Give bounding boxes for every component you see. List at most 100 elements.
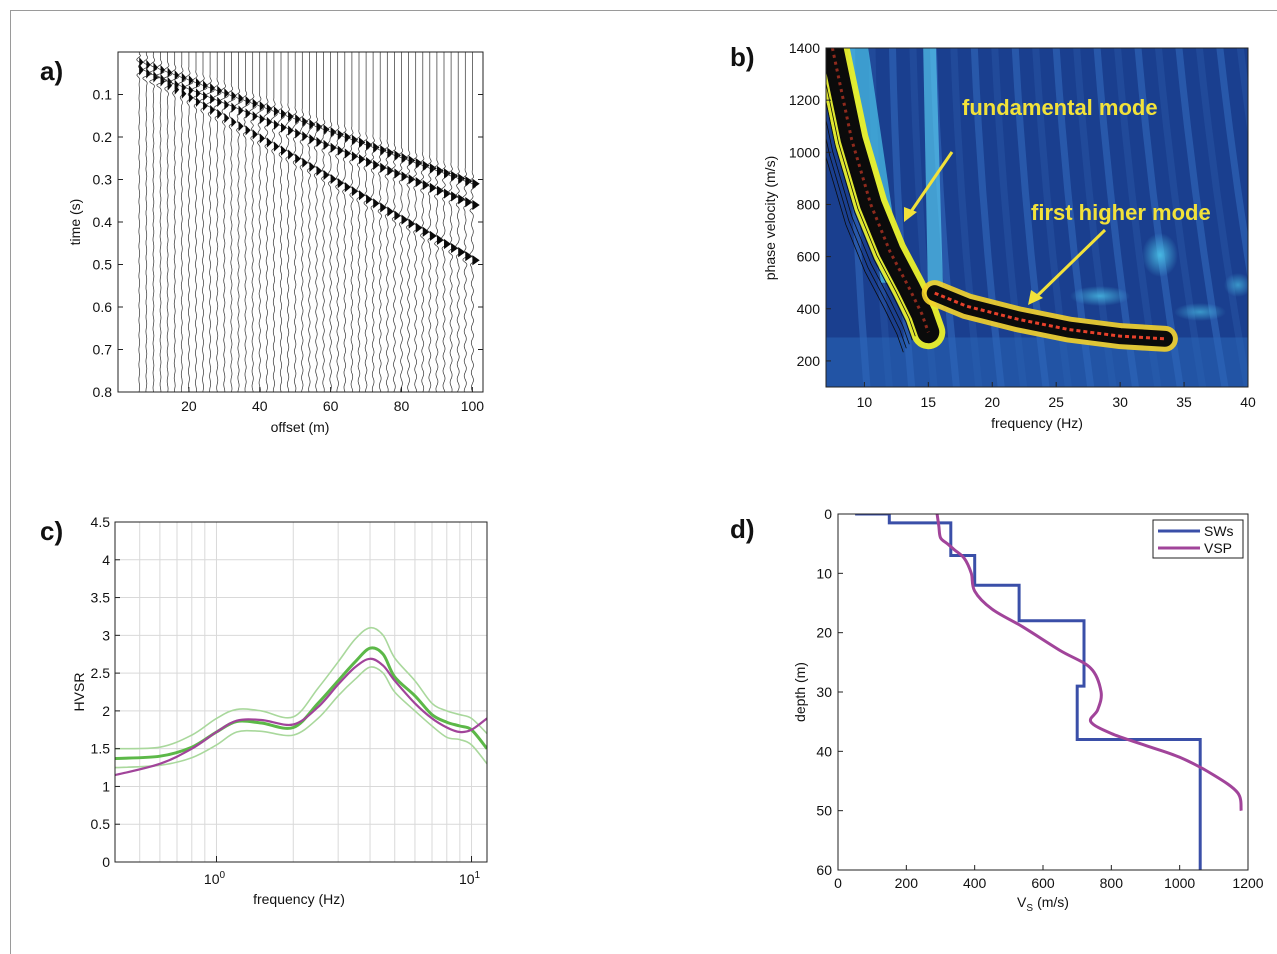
seismic-trace — [184, 52, 194, 392]
hvsr-upper-bound — [115, 626, 487, 750]
trace-peak — [203, 91, 208, 102]
y-tick-label: 50 — [816, 803, 832, 819]
higher-mode-arrow — [1031, 228, 1107, 302]
trace-peak — [231, 102, 237, 113]
trace-peak — [309, 134, 316, 145]
trace-peak — [245, 125, 251, 136]
seismic-trace — [319, 52, 328, 392]
sws-profile-line — [855, 514, 1202, 870]
trace-peak — [139, 64, 144, 75]
seismic-trace — [362, 52, 371, 392]
trace-peak — [387, 147, 394, 158]
trace-peak — [330, 142, 337, 153]
trace-peak — [387, 165, 394, 176]
seismic-trace — [263, 52, 271, 392]
trace-peak — [422, 226, 430, 237]
y-tick-label: 0.4 — [93, 214, 113, 230]
seismic-trace — [334, 52, 342, 392]
seismic-trace — [148, 52, 160, 392]
trace-peak — [429, 230, 437, 241]
trace-peak — [436, 185, 444, 196]
seismic-trace — [397, 52, 406, 392]
x-tick-label: 400 — [963, 875, 987, 891]
seismic-trace — [369, 52, 378, 392]
legend-box — [1152, 519, 1244, 559]
seismic-trace — [440, 52, 449, 392]
hvsr-lower-bound — [115, 666, 487, 769]
trace-peak — [429, 182, 437, 193]
x-tick-label: 100 — [204, 870, 226, 887]
seismic-trace — [312, 52, 321, 392]
trace-peak — [344, 182, 351, 193]
trace-peak — [408, 155, 416, 166]
trace-peak — [224, 88, 230, 99]
trace-peak — [408, 218, 416, 229]
trace-peak — [174, 84, 180, 95]
trace-peak — [323, 169, 330, 181]
trace-peak — [139, 57, 144, 68]
dispersion-image — [826, 48, 1248, 387]
trace-peak — [330, 126, 337, 138]
hvsr-plot-area — [115, 522, 487, 862]
trace-peak — [323, 124, 330, 135]
trace-peak — [415, 222, 423, 233]
seismic-trace — [219, 52, 229, 392]
trace-peak — [337, 145, 344, 156]
x-tick-label: 80 — [394, 398, 410, 414]
trace-peak — [429, 163, 437, 174]
energy-blob — [1174, 303, 1226, 321]
trace-peak — [351, 186, 359, 197]
dispersion-y-label: phase velocity (m/s) — [762, 156, 778, 280]
trace-peak — [472, 255, 480, 266]
trace-peak — [153, 62, 158, 73]
trace-peak — [380, 145, 387, 156]
seismic-trace — [426, 52, 434, 392]
seismic-trace — [305, 52, 314, 392]
seismogram-plot-area — [118, 52, 483, 392]
y-tick-label: 4 — [102, 552, 110, 568]
trace-peak — [380, 162, 387, 173]
trace-peak — [380, 202, 387, 213]
y-tick-label: 2.5 — [91, 665, 111, 681]
higher-mode-ridge — [934, 291, 1165, 341]
trace-peak — [210, 104, 216, 116]
seismic-trace — [191, 52, 201, 392]
trace-peak — [288, 125, 294, 136]
trace-peak — [472, 199, 480, 211]
trace-peak — [344, 148, 351, 159]
contour-line — [826, 63, 919, 333]
seismic-trace — [170, 52, 179, 392]
seismic-trace — [468, 52, 477, 392]
contour-line — [826, 154, 904, 353]
hvsr-vsp-line — [115, 657, 487, 777]
y-tick-label: 3 — [102, 627, 110, 643]
trace-peak — [160, 64, 165, 76]
trace-peak — [195, 77, 201, 88]
trace-peak — [358, 190, 366, 201]
x-tick-label: 30 — [1112, 394, 1128, 410]
trace-peak — [451, 191, 459, 202]
trace-peak — [302, 131, 309, 142]
y-tick-label: 800 — [797, 196, 821, 212]
arrow-head — [904, 207, 917, 222]
seismic-trace — [376, 52, 385, 392]
trace-peak — [295, 153, 301, 164]
trace-peak — [444, 188, 452, 199]
hvsr-y-label: HVSR — [71, 673, 87, 712]
trace-peak — [195, 96, 201, 107]
seismic-trace — [162, 52, 173, 392]
trace-peak — [458, 247, 466, 258]
seismic-trace — [277, 52, 286, 392]
trace-peak — [465, 251, 473, 262]
trace-peak — [266, 103, 273, 114]
seismogram-panel: 20 40 60 80 100 0.1 0.2 0.3 0.4 0.5 0.6 0.7 0.8 off… — [67, 51, 484, 435]
seismic-trace — [461, 52, 470, 392]
contour-line — [826, 117, 910, 345]
trace-peak — [295, 128, 301, 139]
trace-peak — [245, 95, 251, 107]
trace-peak — [436, 165, 444, 176]
trace-peak — [422, 160, 430, 171]
x-tick-label: 10 — [857, 394, 873, 410]
trace-peak — [224, 99, 230, 110]
trace-peak — [401, 171, 409, 182]
